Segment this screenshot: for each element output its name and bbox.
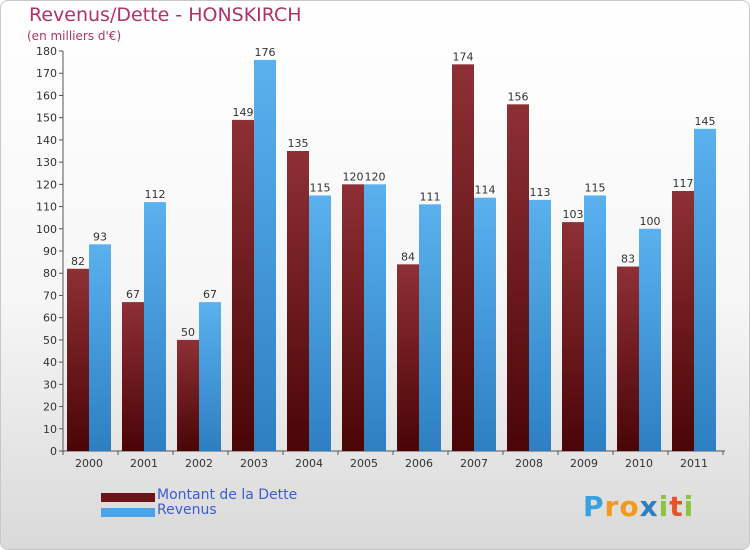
y-tick-label: 180 — [36, 45, 57, 58]
data-label-revenus: 176 — [255, 46, 276, 59]
y-tick-label: 100 — [36, 223, 57, 236]
bar-revenus — [419, 204, 441, 451]
x-tick-label: 2007 — [460, 457, 488, 470]
logo-letter: r — [604, 490, 620, 523]
y-tick-label: 40 — [43, 356, 57, 369]
bar-revenus — [529, 199, 551, 451]
y-tick-label: 170 — [36, 67, 57, 80]
data-label-dette: 67 — [126, 288, 140, 301]
data-label-revenus: 100 — [640, 215, 661, 228]
y-tick-label: 60 — [43, 312, 57, 325]
data-label-revenus: 115 — [585, 181, 606, 194]
y-tick-label: 10 — [43, 423, 57, 436]
bar-revenus — [364, 184, 386, 452]
bar-dette — [287, 151, 309, 451]
data-label-revenus: 115 — [310, 181, 331, 194]
x-tick-label: 2011 — [680, 457, 708, 470]
bar-dette — [342, 184, 364, 452]
chart-subtitle: (en milliers d'€) — [27, 29, 122, 43]
y-tick-label: 110 — [36, 201, 57, 214]
data-label-dette: 50 — [181, 326, 195, 339]
data-label-revenus: 114 — [475, 184, 496, 197]
bar-revenus — [199, 302, 221, 451]
data-label-revenus: 93 — [93, 230, 107, 243]
logo-letter: i — [658, 490, 670, 523]
logo-letter: t — [669, 490, 684, 523]
y-tick-label: 140 — [36, 134, 57, 147]
data-label-revenus: 67 — [203, 288, 217, 301]
legend-label-revenus: Revenus — [157, 502, 217, 518]
data-label-dette: 120 — [343, 170, 364, 183]
bar-dette — [122, 302, 144, 451]
bar-dette — [507, 104, 529, 451]
x-tick-label: 2000 — [75, 457, 103, 470]
data-label-dette: 174 — [453, 50, 474, 63]
bar-revenus — [89, 244, 111, 451]
data-label-revenus: 113 — [530, 186, 551, 199]
data-label-revenus: 145 — [695, 115, 716, 128]
proxiti-logo: Proxiti — [583, 490, 694, 523]
data-label-revenus: 111 — [420, 190, 441, 203]
bar-revenus — [474, 197, 496, 451]
legend-swatch-revenus — [101, 508, 155, 517]
bar-dette — [397, 264, 419, 451]
bar-dette — [452, 64, 474, 452]
logo-letter: P — [583, 490, 605, 523]
data-label-dette: 156 — [508, 90, 529, 103]
legend-swatch-dette — [101, 493, 155, 502]
bar-revenus — [639, 228, 661, 451]
data-label-dette: 135 — [288, 137, 309, 150]
x-tick-label: 2008 — [515, 457, 543, 470]
y-tick-label: 90 — [43, 245, 57, 258]
data-label-dette: 83 — [621, 253, 635, 266]
y-tick-label: 130 — [36, 156, 57, 169]
y-tick-label: 70 — [43, 289, 57, 302]
y-tick-label: 20 — [43, 401, 57, 414]
logo-letter: i — [683, 490, 695, 523]
bar-dette — [562, 222, 584, 451]
x-tick-label: 2009 — [570, 457, 598, 470]
bar-revenus — [254, 59, 276, 452]
x-tick-label: 2004 — [295, 457, 323, 470]
x-tick-label: 2003 — [240, 457, 268, 470]
x-tick-label: 2002 — [185, 457, 213, 470]
y-tick-label: 120 — [36, 178, 57, 191]
y-tick-label: 30 — [43, 378, 57, 391]
bar-dette — [232, 119, 254, 451]
data-label-revenus: 120 — [365, 170, 386, 183]
x-tick-label: 2001 — [130, 457, 158, 470]
y-tick-label: 0 — [50, 445, 57, 458]
chart-title: Revenus/Dette - HONSKIRCH — [29, 4, 302, 26]
x-tick-label: 2005 — [350, 457, 378, 470]
data-label-dette: 84 — [401, 250, 415, 263]
legend-label-dette: Montant de la Dette — [157, 487, 298, 503]
data-label-dette: 117 — [673, 177, 694, 190]
bar-revenus — [584, 195, 606, 451]
bar-dette — [617, 266, 639, 451]
bar-dette — [67, 268, 89, 451]
data-label-revenus: 112 — [145, 188, 166, 201]
logo-letter: o — [619, 490, 640, 523]
logo-letter: x — [639, 490, 659, 523]
y-tick-label: 150 — [36, 112, 57, 125]
y-tick-label: 160 — [36, 89, 57, 102]
data-label-dette: 103 — [563, 208, 584, 221]
x-tick-label: 2006 — [405, 457, 433, 470]
y-tick-label: 80 — [43, 267, 57, 280]
x-tick-label: 2010 — [625, 457, 653, 470]
bar-revenus — [309, 195, 331, 451]
data-label-dette: 82 — [71, 255, 85, 268]
bar-dette — [177, 339, 199, 451]
y-tick-label: 50 — [43, 334, 57, 347]
data-label-dette: 149 — [233, 106, 254, 119]
bar-revenus — [144, 202, 166, 451]
bar-revenus — [694, 128, 716, 451]
bar-dette — [672, 191, 694, 451]
